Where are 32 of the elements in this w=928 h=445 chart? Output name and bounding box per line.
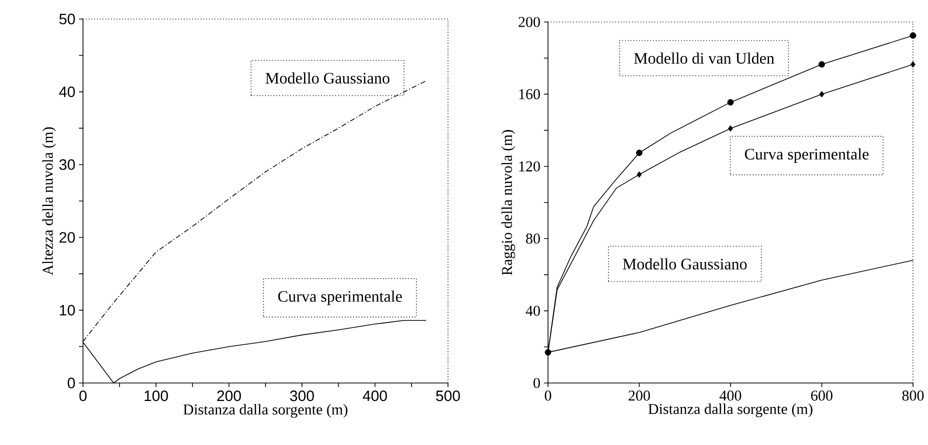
y-tick-label: 40: [526, 306, 540, 316]
x-axis-title: Distanza dalla sorgente (m): [183, 404, 348, 418]
y-axis-title: Raggio della nuvola (m): [501, 130, 516, 276]
y-tick-label: 120: [519, 161, 540, 172]
x-tick-label: 0: [79, 390, 87, 402]
y-tick-label: 40: [59, 86, 75, 98]
y-axis-title: Altezza della nuvola (m): [42, 127, 56, 276]
y-tick-label: 80: [526, 234, 540, 244]
y-tick-label: 10: [60, 304, 75, 316]
annotation: Modello di van Ulden: [634, 52, 774, 64]
y-tick-label: 30: [59, 159, 75, 170]
x-tick-label: 400: [720, 390, 742, 401]
annotation: Modello Gaussiano: [266, 72, 390, 84]
y-tick-label: 20: [60, 232, 75, 243]
y-tick-label: 50: [59, 14, 75, 24]
x-tick-label: 100: [144, 390, 168, 402]
y-tick-label: 0: [534, 378, 540, 388]
x-axis-title: Distanza dalla sorgente (m): [648, 404, 812, 418]
y-tick-label: 0: [68, 378, 75, 388]
y-tick-label: 200: [518, 16, 540, 28]
x-tick-label: 400: [362, 390, 387, 402]
annotation: Curva sperimentale: [744, 148, 869, 163]
y-tick-label: 160: [519, 89, 540, 100]
x-tick-label: 200: [217, 390, 241, 402]
x-tick-label: 800: [902, 390, 924, 401]
x-tick-label: 600: [811, 390, 832, 401]
x-tick-label: 200: [628, 390, 650, 401]
x-tick-label: 0: [544, 390, 552, 401]
annotation: Modello Gaussiano: [622, 258, 747, 270]
x-tick-label: 300: [290, 390, 314, 402]
annotation: Curva sperimentale: [278, 290, 402, 306]
x-tick-label: 500: [436, 390, 460, 402]
